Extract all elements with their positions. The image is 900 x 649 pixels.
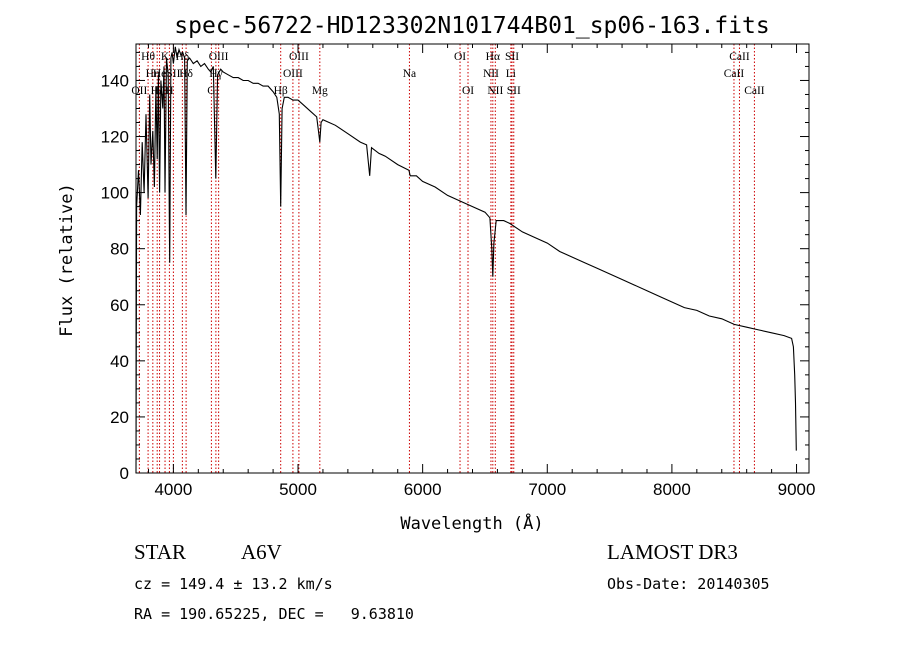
line-marker-label: Hβ xyxy=(274,85,288,97)
chart-title: spec-56722-HD123302N101744B01_sp06-163.f… xyxy=(174,13,769,39)
line-marker-label: Na xyxy=(403,68,416,80)
y-tick-label: 20 xyxy=(110,408,129,427)
line-marker-label: H xyxy=(165,85,173,97)
line-marker-label: Hδ xyxy=(179,68,193,80)
x-axis-label: Wavelength (Å) xyxy=(400,512,543,534)
line-marker-label: Hθ xyxy=(141,51,155,63)
subclass: A6V xyxy=(241,540,282,564)
y-tick-label: 100 xyxy=(101,184,129,203)
line-marker-label: Hα xyxy=(486,51,500,63)
x-tick-label: 7000 xyxy=(528,480,566,499)
line-marker-label: Hδ xyxy=(175,51,189,63)
line-marker-label: K xyxy=(161,51,170,63)
line-marker-label: OII xyxy=(131,85,147,97)
line-marker-label: OIII xyxy=(209,51,229,63)
ra-dec-coordinates: RA = 190.65225, DEC = 9.63810 xyxy=(134,605,414,623)
line-marker-label: SII xyxy=(505,51,519,63)
line-marker-label: OI xyxy=(462,85,474,97)
line-marker-label: OIII xyxy=(289,51,309,63)
x-axis: 4000 5000 6000 7000 8000 9000 xyxy=(147,44,816,499)
y-tick-label: 80 xyxy=(110,240,129,259)
y-tick-label: 0 xyxy=(120,464,129,483)
line-marker-label: OIII xyxy=(283,68,303,80)
line-marker-label: Hη xyxy=(146,68,160,80)
y-tick-label: 120 xyxy=(101,128,129,147)
plot-frame xyxy=(135,43,810,474)
x-tick-label: 6000 xyxy=(404,480,442,499)
y-axis-label: Flux (relative) xyxy=(57,183,77,337)
line-marker-label: Mg xyxy=(312,85,328,97)
line-marker-label: NII xyxy=(483,68,499,80)
spectral-line-labels: OIIHθHηHζHeKHSIIHδHδGHγOIIIHβOIIIOIIIMgN… xyxy=(131,51,764,97)
x-tick-label: 5000 xyxy=(279,480,317,499)
y-tick-label: 60 xyxy=(110,296,129,315)
line-marker-label: SII xyxy=(507,85,521,97)
flux-series-line xyxy=(135,46,797,474)
line-marker-label: OI xyxy=(454,51,466,63)
line-marker-label: CaII xyxy=(729,51,750,63)
line-marker-label: CaII xyxy=(724,68,745,80)
redshift-cz: cz = 149.4 ± 13.2 km/s xyxy=(134,575,333,593)
y-axis: 0 20 40 60 80 100 120 140 xyxy=(101,51,809,483)
object-type: STAR xyxy=(134,540,186,564)
line-marker-label: SII xyxy=(166,68,180,80)
observation-date: Obs-Date: 20140305 xyxy=(607,575,770,593)
x-tick-label: 9000 xyxy=(778,480,816,499)
spectral-line-markers xyxy=(138,44,755,473)
y-tick-label: 140 xyxy=(101,71,129,90)
x-tick-label: 8000 xyxy=(653,480,691,499)
line-marker-label: G xyxy=(207,85,215,97)
survey-name: LAMOST DR3 xyxy=(607,540,738,564)
line-marker-label: He xyxy=(153,68,166,80)
line-marker-label: NII xyxy=(487,85,503,97)
line-marker-label: CaII xyxy=(744,85,765,97)
x-tick-label: 4000 xyxy=(154,480,192,499)
line-marker-label: Li xyxy=(506,68,516,80)
y-tick-label: 40 xyxy=(110,352,129,371)
